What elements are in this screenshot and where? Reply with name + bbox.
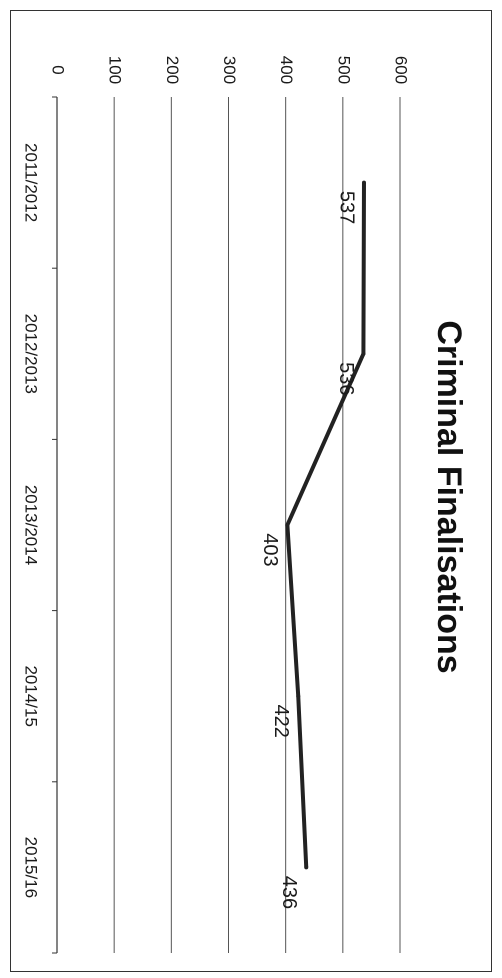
data-label-1: 536 (335, 362, 357, 395)
series-layer (285, 180, 366, 870)
data-label-0: 537 (336, 191, 358, 224)
data-label-2: 403 (259, 533, 281, 566)
data-label-3: 422 (270, 705, 292, 738)
data-point-4 (304, 865, 309, 870)
series-line (285, 182, 366, 868)
category-label-2: 2013/2014 (22, 485, 41, 565)
value-tick-label-300: 300 (220, 56, 239, 84)
category-label-4: 2015/16 (22, 837, 41, 898)
data-point-1 (361, 351, 366, 356)
value-tick-label-500: 500 (334, 56, 353, 84)
data-label-4: 436 (278, 876, 300, 909)
value-tick-label-200: 200 (163, 56, 182, 84)
category-label-1: 2012/2013 (22, 314, 41, 394)
chart-title: Criminal Finalisations (430, 320, 468, 673)
data-point-0 (361, 180, 366, 185)
chart-frame (10, 10, 492, 972)
value-tick-label-0: 0 (49, 65, 68, 74)
value-tick-label-400: 400 (277, 56, 296, 84)
data-point-2 (285, 523, 290, 527)
labels: 0 100 200 300 400 500 600 2011/2012 2012/2013 201… (22, 56, 411, 909)
data-point-3 (296, 694, 301, 699)
gridlines (113, 97, 401, 953)
value-tick-label-100: 100 (106, 56, 125, 84)
category-label-0: 2011/2012 (22, 143, 41, 222)
value-tick-label-600: 600 (392, 56, 411, 84)
category-label-3: 2014/15 (22, 665, 41, 726)
axes (52, 96, 58, 954)
